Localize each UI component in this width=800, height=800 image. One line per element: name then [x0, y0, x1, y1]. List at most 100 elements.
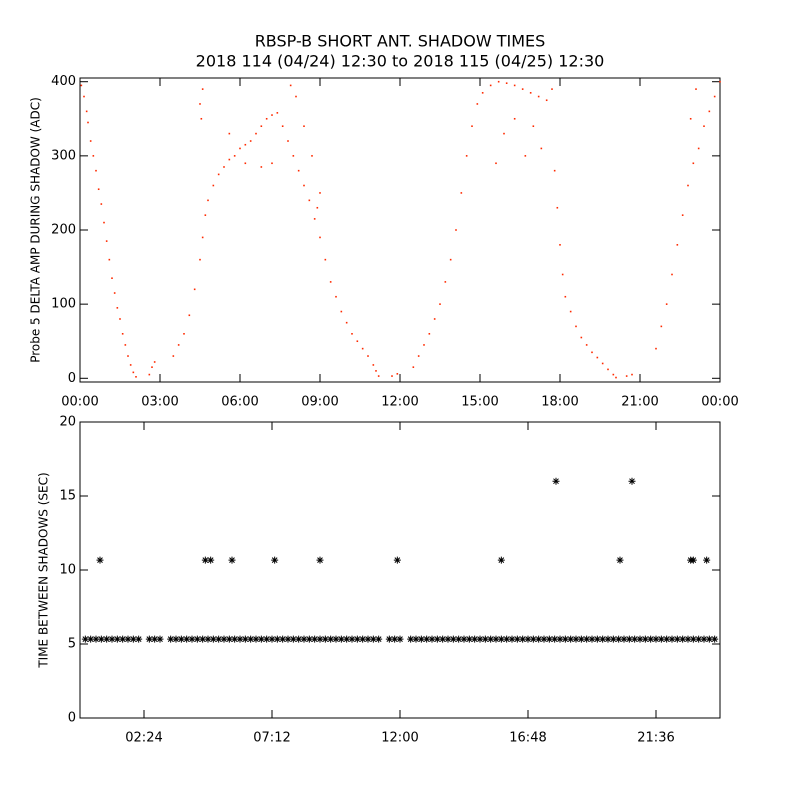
data-point [700, 635, 708, 643]
data-point [303, 125, 305, 127]
data-point [116, 307, 119, 309]
data-point [412, 366, 415, 368]
data-point [204, 214, 207, 216]
y-tick-label: 200 [51, 223, 76, 238]
data-point [153, 361, 156, 363]
data-point [85, 110, 88, 113]
data-point [105, 240, 108, 242]
data-point [711, 635, 719, 643]
data-point [148, 373, 151, 376]
data-point [361, 347, 364, 350]
data-point [199, 103, 201, 105]
data-point [665, 303, 668, 305]
data-point [689, 556, 697, 564]
data-point [92, 155, 95, 157]
data-point [444, 635, 452, 643]
data-point [311, 155, 313, 157]
data-point [199, 635, 207, 643]
data-point [113, 292, 116, 294]
data-point [492, 635, 500, 643]
data-point [620, 635, 628, 643]
data-point [252, 635, 260, 643]
data-point [121, 333, 124, 335]
data-point [428, 333, 431, 335]
data-point [239, 147, 241, 150]
data-point [135, 376, 137, 378]
data-point [369, 635, 377, 643]
x-tick-label: 12:00 [381, 395, 418, 410]
data-point [193, 635, 201, 643]
x-tick-label: 07:12 [253, 731, 290, 746]
plot-frame [79, 421, 721, 719]
data-point [481, 92, 484, 94]
data-point [188, 635, 196, 643]
data-point [529, 635, 537, 643]
data-point [577, 635, 585, 643]
data-point [444, 281, 447, 283]
data-point [108, 258, 111, 261]
data-point [295, 95, 297, 98]
data-point [212, 184, 215, 187]
data-point [556, 206, 559, 209]
data-point [260, 125, 263, 127]
data-point [465, 155, 468, 157]
data-point [81, 635, 89, 643]
y-tick-label: 15 [59, 489, 76, 504]
data-point [332, 635, 340, 643]
data-point [481, 635, 489, 643]
data-point [340, 310, 343, 313]
y-tick-label: 0 [68, 711, 76, 726]
data-point [695, 635, 703, 643]
x-tick-label: 18:00 [541, 395, 578, 410]
data-point [631, 635, 639, 643]
data-point [545, 99, 548, 102]
data-point [271, 162, 273, 165]
data-point [575, 325, 577, 328]
data-point [215, 635, 223, 643]
y-tick-label: 20 [59, 415, 76, 430]
data-point [297, 169, 300, 172]
data-point [316, 206, 319, 209]
data-point [396, 373, 399, 375]
data-point [561, 635, 569, 643]
x-tick-label: 02:24 [125, 731, 162, 746]
data-point [281, 125, 284, 127]
data-point [111, 277, 113, 279]
data-point [559, 244, 561, 246]
data-point [220, 635, 228, 643]
data-point [460, 192, 463, 194]
data-point [708, 110, 711, 113]
data-point [495, 162, 497, 165]
data-point [663, 635, 671, 643]
data-point [552, 477, 560, 485]
data-point [244, 143, 247, 146]
data-point [449, 635, 457, 643]
y-tick-label: 100 [51, 297, 76, 312]
data-point [204, 635, 212, 643]
data-point [228, 132, 231, 135]
data-point [292, 155, 295, 157]
data-point [615, 635, 623, 643]
data-point [183, 333, 185, 335]
data-point [289, 635, 297, 643]
data-point [385, 635, 393, 643]
chart-subtitle: 2018 114 (04/24) 12:30 to 2018 115 (04/2… [196, 52, 605, 71]
data-point [455, 229, 457, 231]
data-point [391, 635, 399, 643]
data-point [567, 635, 575, 643]
data-point [335, 295, 337, 298]
data-point [609, 635, 617, 643]
data-point [177, 344, 180, 346]
data-point [465, 635, 473, 643]
data-point [612, 373, 615, 376]
data-point [241, 635, 249, 643]
y-tick-label: 0 [68, 371, 76, 386]
data-point [100, 203, 103, 205]
data-point [324, 258, 327, 261]
data-point [353, 635, 361, 643]
data-point [103, 221, 105, 224]
data-point [615, 376, 617, 379]
data-point [537, 95, 540, 98]
data-point [80, 84, 83, 87]
data-point [540, 147, 543, 150]
